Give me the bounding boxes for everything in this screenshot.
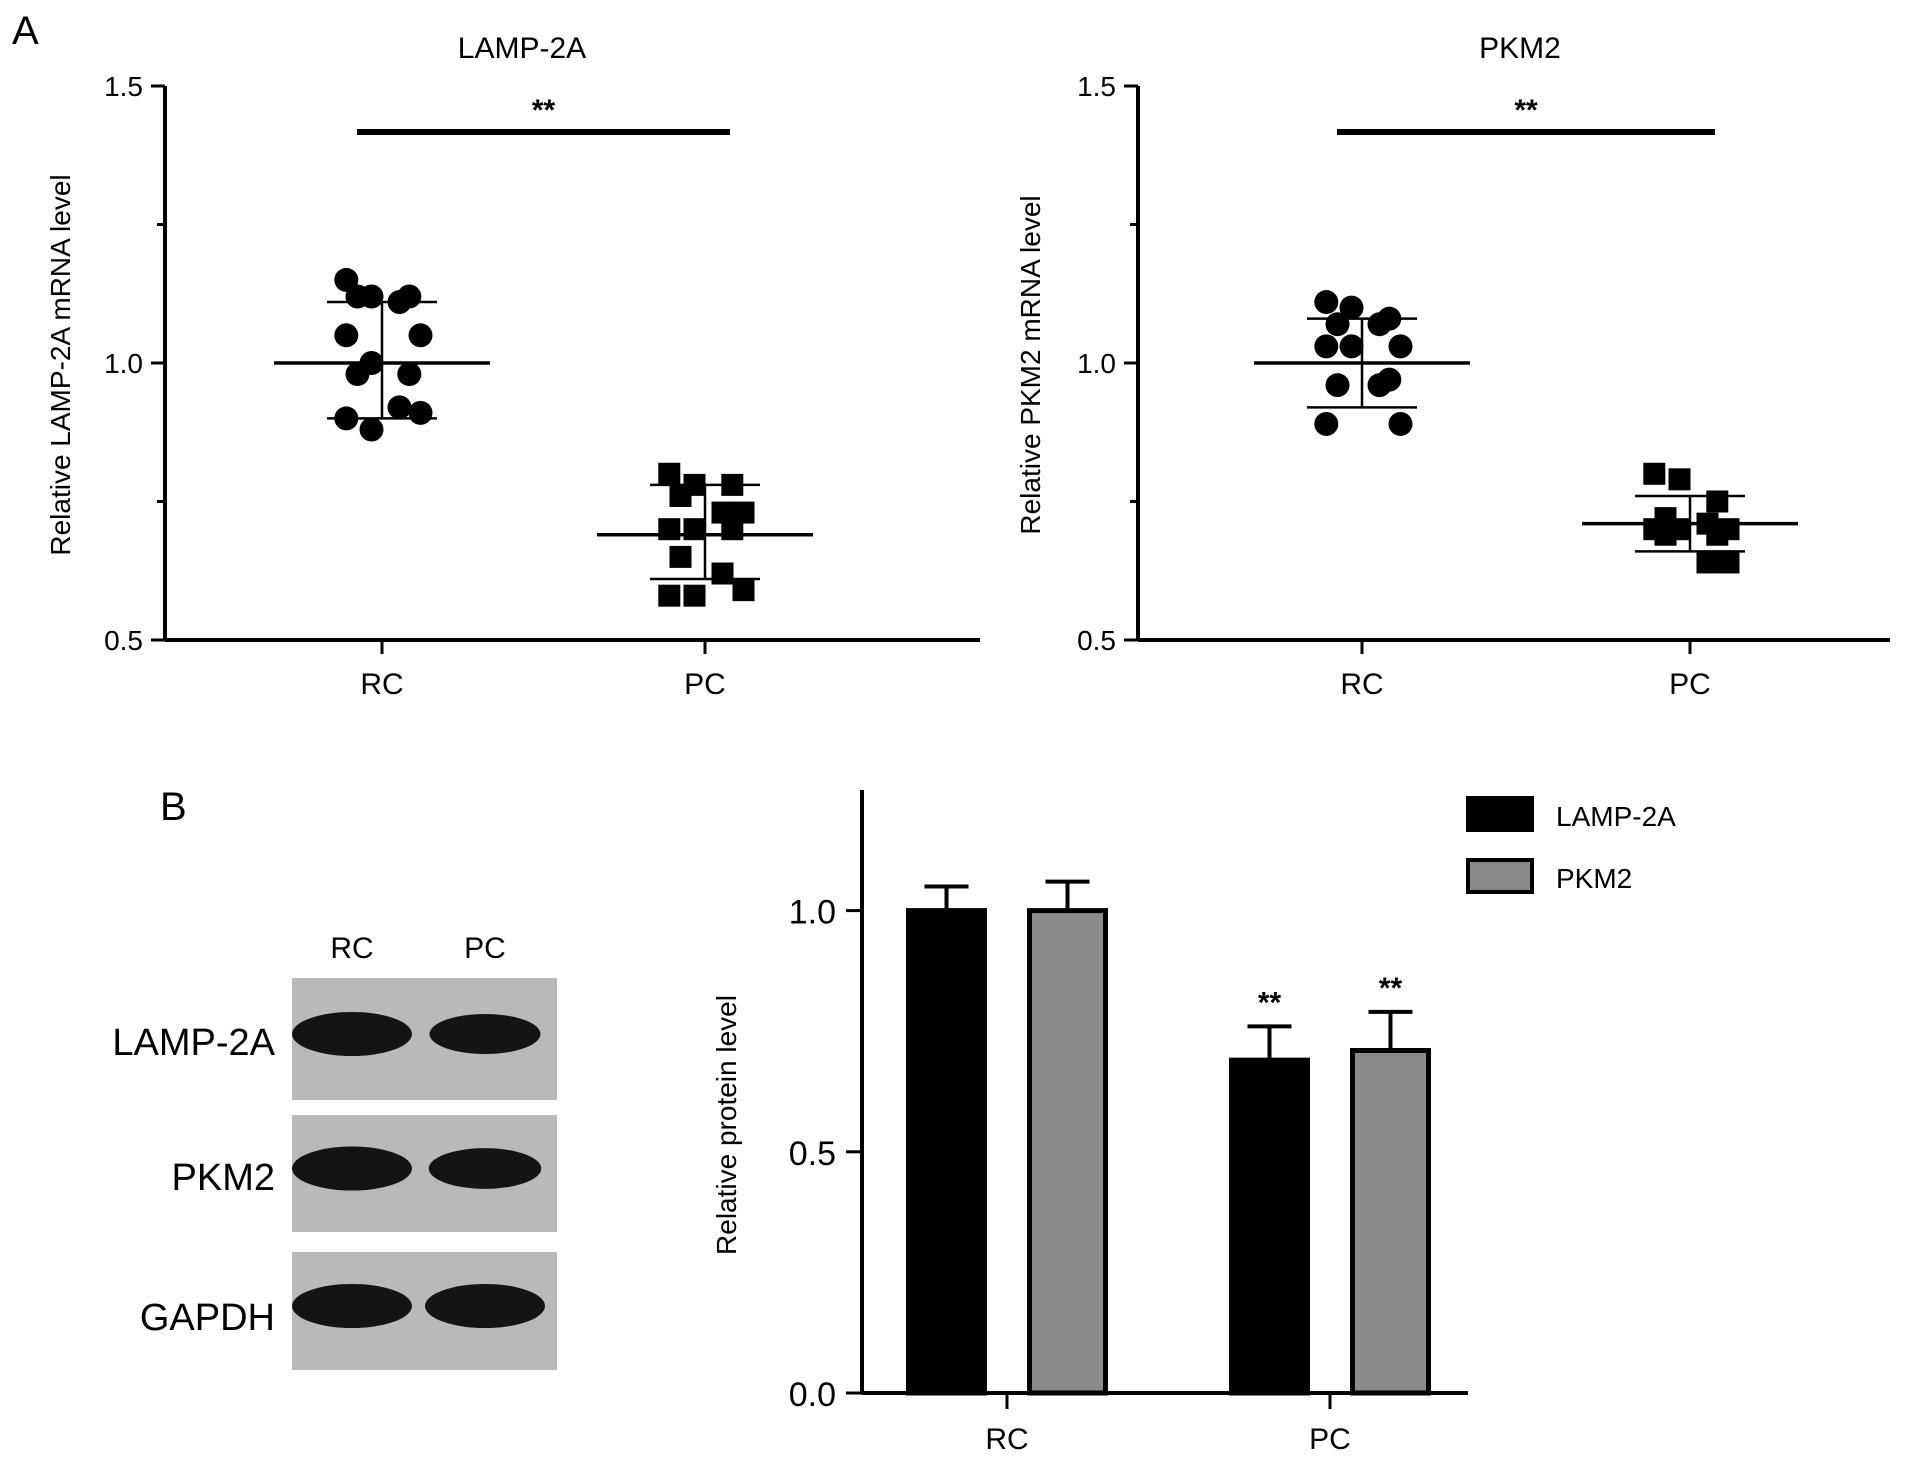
data-point-square [1643, 462, 1666, 485]
data-point-circle [359, 417, 384, 442]
data-point-circle [1314, 290, 1339, 315]
legend-label-lamp2a: LAMP-2A [1556, 801, 1676, 832]
x-tick-label: PC [1309, 1423, 1351, 1456]
data-point-circle [1367, 373, 1392, 398]
blot-lane-label-rc: RC [330, 932, 373, 965]
x-tick-label: PC [684, 668, 726, 701]
data-point-square [721, 518, 744, 541]
data-point-square [1696, 551, 1719, 574]
blot-row-label-pkm2: PKM2 [172, 1157, 275, 1199]
legend-swatch-pkm2 [1466, 858, 1534, 894]
y-tick-label: 1.5 [104, 71, 143, 102]
y-tick-label: 0.5 [104, 625, 143, 656]
data-point-circle [334, 323, 359, 348]
y-axis-title: Relative LAMP-2A mRNA level [45, 174, 76, 555]
western-blot: RC PC LAMP-2A PKM2 GAPDH [112, 932, 557, 1370]
y-tick-label: 1.5 [1077, 71, 1116, 102]
data-point-square [1668, 468, 1691, 491]
y-axis-title: Relative protein level [711, 995, 742, 1255]
data-point-circle [1388, 334, 1413, 359]
data-point-square [1654, 523, 1677, 546]
data-point-circle [397, 362, 422, 387]
chart-title: PKM2 [1479, 32, 1561, 65]
y-tick-label: 0.0 [789, 1376, 836, 1414]
bar-chart-protein: Relative protein level 0.0 0.5 1.0 RC PC ** **… [711, 790, 1676, 1456]
data-point-circle [1325, 373, 1350, 398]
panel-label-b: B [160, 785, 187, 829]
data-point-square [658, 518, 681, 541]
data-point-square [669, 484, 692, 507]
data-point-circle [408, 400, 433, 425]
y-tick-label: 0.5 [789, 1135, 836, 1173]
data-point-square [711, 501, 734, 524]
data-point-square [683, 584, 706, 607]
data-point-square [658, 462, 681, 485]
data-point-circle [408, 323, 433, 348]
bar [1229, 1057, 1310, 1396]
y-axis-title: Relative PKM2 mRNA level [1015, 195, 1046, 534]
data-point-circle [1325, 312, 1350, 337]
data-point-square [1706, 523, 1729, 546]
blot-band [425, 1284, 545, 1328]
blot-band [428, 1148, 542, 1189]
blot-band [292, 1012, 412, 1056]
significance-label: ** [532, 94, 556, 127]
significance-label: ** [1514, 94, 1538, 127]
legend-swatch-lamp2a [1466, 796, 1534, 832]
blot-row-label-gapdh: GAPDH [140, 1297, 275, 1339]
data-point-square [732, 579, 755, 602]
data-point-square [683, 518, 706, 541]
data-point-circle [1388, 411, 1413, 436]
data-point-circle [1339, 334, 1364, 359]
bar [906, 908, 987, 1396]
chart-title: LAMP-2A [458, 32, 586, 65]
data-point-circle [387, 395, 412, 420]
y-tick-label: 0.5 [1077, 625, 1116, 656]
data-point-circle [1339, 295, 1364, 320]
x-tick-label: RC [360, 668, 403, 701]
blot-row-label-lamp2a: LAMP-2A [112, 1022, 275, 1064]
bar [1027, 908, 1108, 1396]
data-point-square [658, 584, 681, 607]
data-point-square [669, 545, 692, 568]
data-point-circle [1314, 334, 1339, 359]
x-tick-label: PC [1669, 668, 1711, 701]
data-point-circle [1314, 411, 1339, 436]
data-point-square [1706, 490, 1729, 513]
significance-label: ** [1258, 986, 1282, 1019]
y-tick-label: 1.0 [789, 894, 836, 932]
bar [1350, 1047, 1431, 1396]
x-tick-label: RC [985, 1423, 1028, 1456]
blot-lane-label-pc: PC [464, 932, 506, 965]
y-tick-label: 1.0 [104, 348, 143, 379]
significance-label: ** [1379, 972, 1403, 1005]
scatter-chart-pkm2: PKM2 Relative PKM2 mRNA level 0.5 1.0 1.5 R… [1015, 32, 1890, 701]
data-point-circle [1367, 312, 1392, 337]
data-point-circle [345, 284, 370, 309]
scatter-chart-lamp2a: LAMP-2A Relative LAMP-2A mRNA level 0.5 1… [45, 32, 980, 701]
blot-band [292, 1146, 412, 1191]
data-point-circle [345, 362, 370, 387]
legend: LAMP-2A PKM2 [1466, 796, 1676, 894]
y-tick-label: 1.0 [1077, 348, 1116, 379]
data-point-square [1717, 551, 1740, 574]
legend-label-pkm2: PKM2 [1556, 863, 1632, 894]
x-tick-label: RC [1340, 668, 1383, 701]
blot-band [292, 1284, 412, 1328]
data-point-square [732, 501, 755, 524]
panel-label-a: A [12, 9, 39, 53]
blot-band [429, 1013, 541, 1055]
data-point-square [711, 562, 734, 585]
